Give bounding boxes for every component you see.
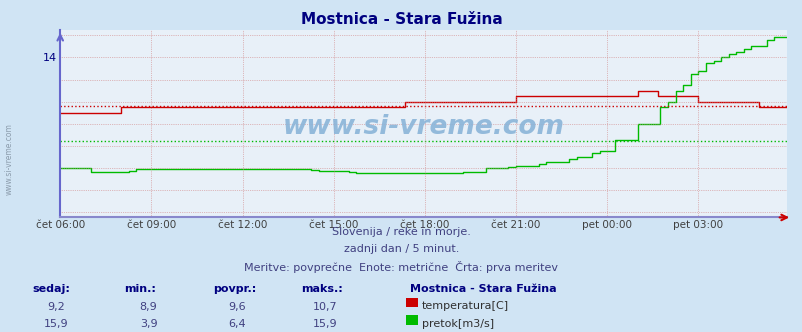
Text: pretok[m3/s]: pretok[m3/s] <box>421 319 493 329</box>
Text: 15,9: 15,9 <box>44 319 68 329</box>
Text: Mostnica - Stara Fužina: Mostnica - Stara Fužina <box>300 12 502 27</box>
Text: www.si-vreme.com: www.si-vreme.com <box>5 124 14 195</box>
Text: Slovenija / reke in morje.: Slovenija / reke in morje. <box>332 227 470 237</box>
Text: maks.:: maks.: <box>301 284 342 294</box>
Text: min.:: min.: <box>124 284 156 294</box>
Text: www.si-vreme.com: www.si-vreme.com <box>282 115 564 140</box>
Text: Meritve: povprečne  Enote: metrične  Črta: prva meritev: Meritve: povprečne Enote: metrične Črta:… <box>244 261 558 273</box>
Text: sedaj:: sedaj: <box>32 284 70 294</box>
Text: 9,2: 9,2 <box>47 302 65 312</box>
Text: 3,9: 3,9 <box>140 319 157 329</box>
Text: 9,6: 9,6 <box>228 302 245 312</box>
Text: Mostnica - Stara Fužina: Mostnica - Stara Fužina <box>409 284 556 294</box>
Text: 15,9: 15,9 <box>313 319 337 329</box>
Text: zadnji dan / 5 minut.: zadnji dan / 5 minut. <box>343 244 459 254</box>
Text: 10,7: 10,7 <box>313 302 337 312</box>
Text: 8,9: 8,9 <box>140 302 157 312</box>
Text: povpr.:: povpr.: <box>213 284 256 294</box>
Text: 6,4: 6,4 <box>228 319 245 329</box>
Text: temperatura[C]: temperatura[C] <box>421 301 508 311</box>
